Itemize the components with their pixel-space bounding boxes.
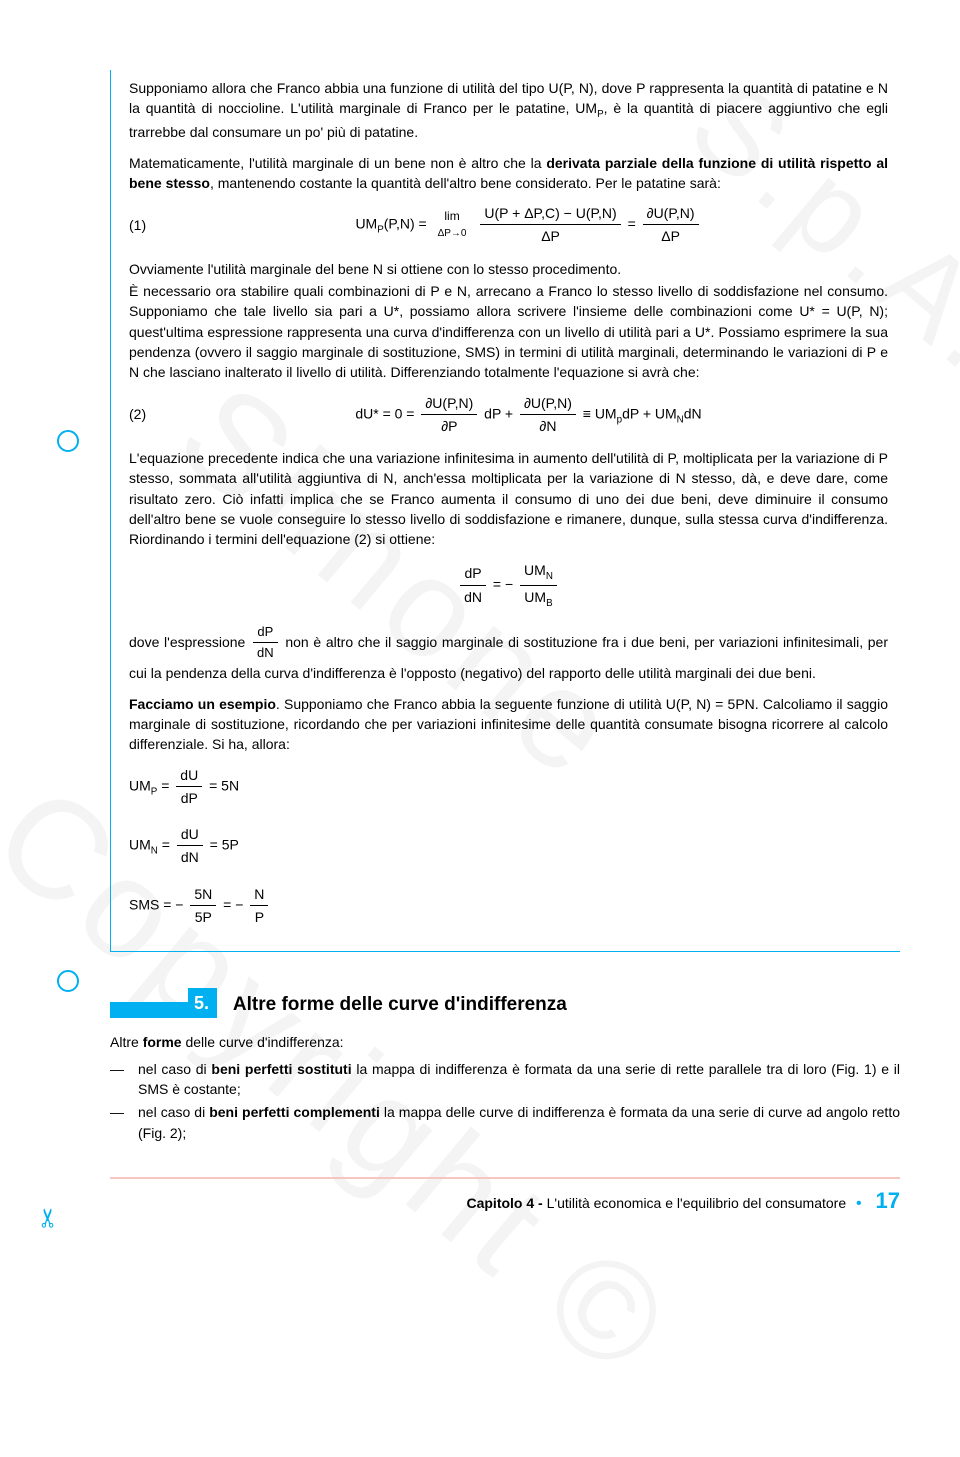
list-intro: Altre forme delle curve d'indifferenza: <box>110 1032 900 1052</box>
equation-3: dPdN = − UMNUMB <box>129 560 888 611</box>
example-eq-3: SMS = − 5N5P = − NP <box>129 884 888 928</box>
dash-list: — nel caso di beni perfetti sostituti la… <box>110 1059 900 1143</box>
example-eq-2: UMN = dUdN = 5P <box>129 824 888 868</box>
margin-circle-2 <box>57 970 79 992</box>
example-eq-1: UMP = dUdP = 5N <box>129 765 888 809</box>
para-6: dove l'espressione dPdN non è altro che … <box>129 623 888 684</box>
equation-1: (1) UMP(P,N) = limΔP→0 U(P + ΔP,C) − U(P… <box>129 203 888 247</box>
page-footer: Capitolo 4 - L'utilità economica e l'equ… <box>110 1177 900 1217</box>
para-4: È necessario ora stabilire quali combina… <box>129 281 888 382</box>
list-item: — nel caso di beni perfetti sostituti la… <box>110 1059 900 1100</box>
para-1: Supponiamo allora che Franco abbia una f… <box>129 78 888 143</box>
para-7: Facciamo un esempio. Supponiamo che Fran… <box>129 694 888 755</box>
list-item: — nel caso di beni perfetti complementi … <box>110 1102 900 1143</box>
margin-circle-1 <box>57 430 79 452</box>
theory-box: Supponiamo allora che Franco abbia una f… <box>110 70 900 952</box>
equation-2: (2) dU* = 0 = ∂U(P,N)∂P dP + ∂U(P,N)∂N ≡… <box>129 393 888 437</box>
para-5: L'equazione precedente indica che una va… <box>129 448 888 549</box>
section-heading: 5. Altre forme delle curve d'indifferenz… <box>110 988 900 1018</box>
para-2: Matematicamente, l'utilità marginale di … <box>129 153 888 194</box>
para-3: Ovviamente l'utilità marginale del bene … <box>129 259 888 279</box>
scissors-icon: ✂ <box>30 1207 68 1229</box>
page-content: Supponiamo allora che Franco abbia una f… <box>110 70 900 1217</box>
